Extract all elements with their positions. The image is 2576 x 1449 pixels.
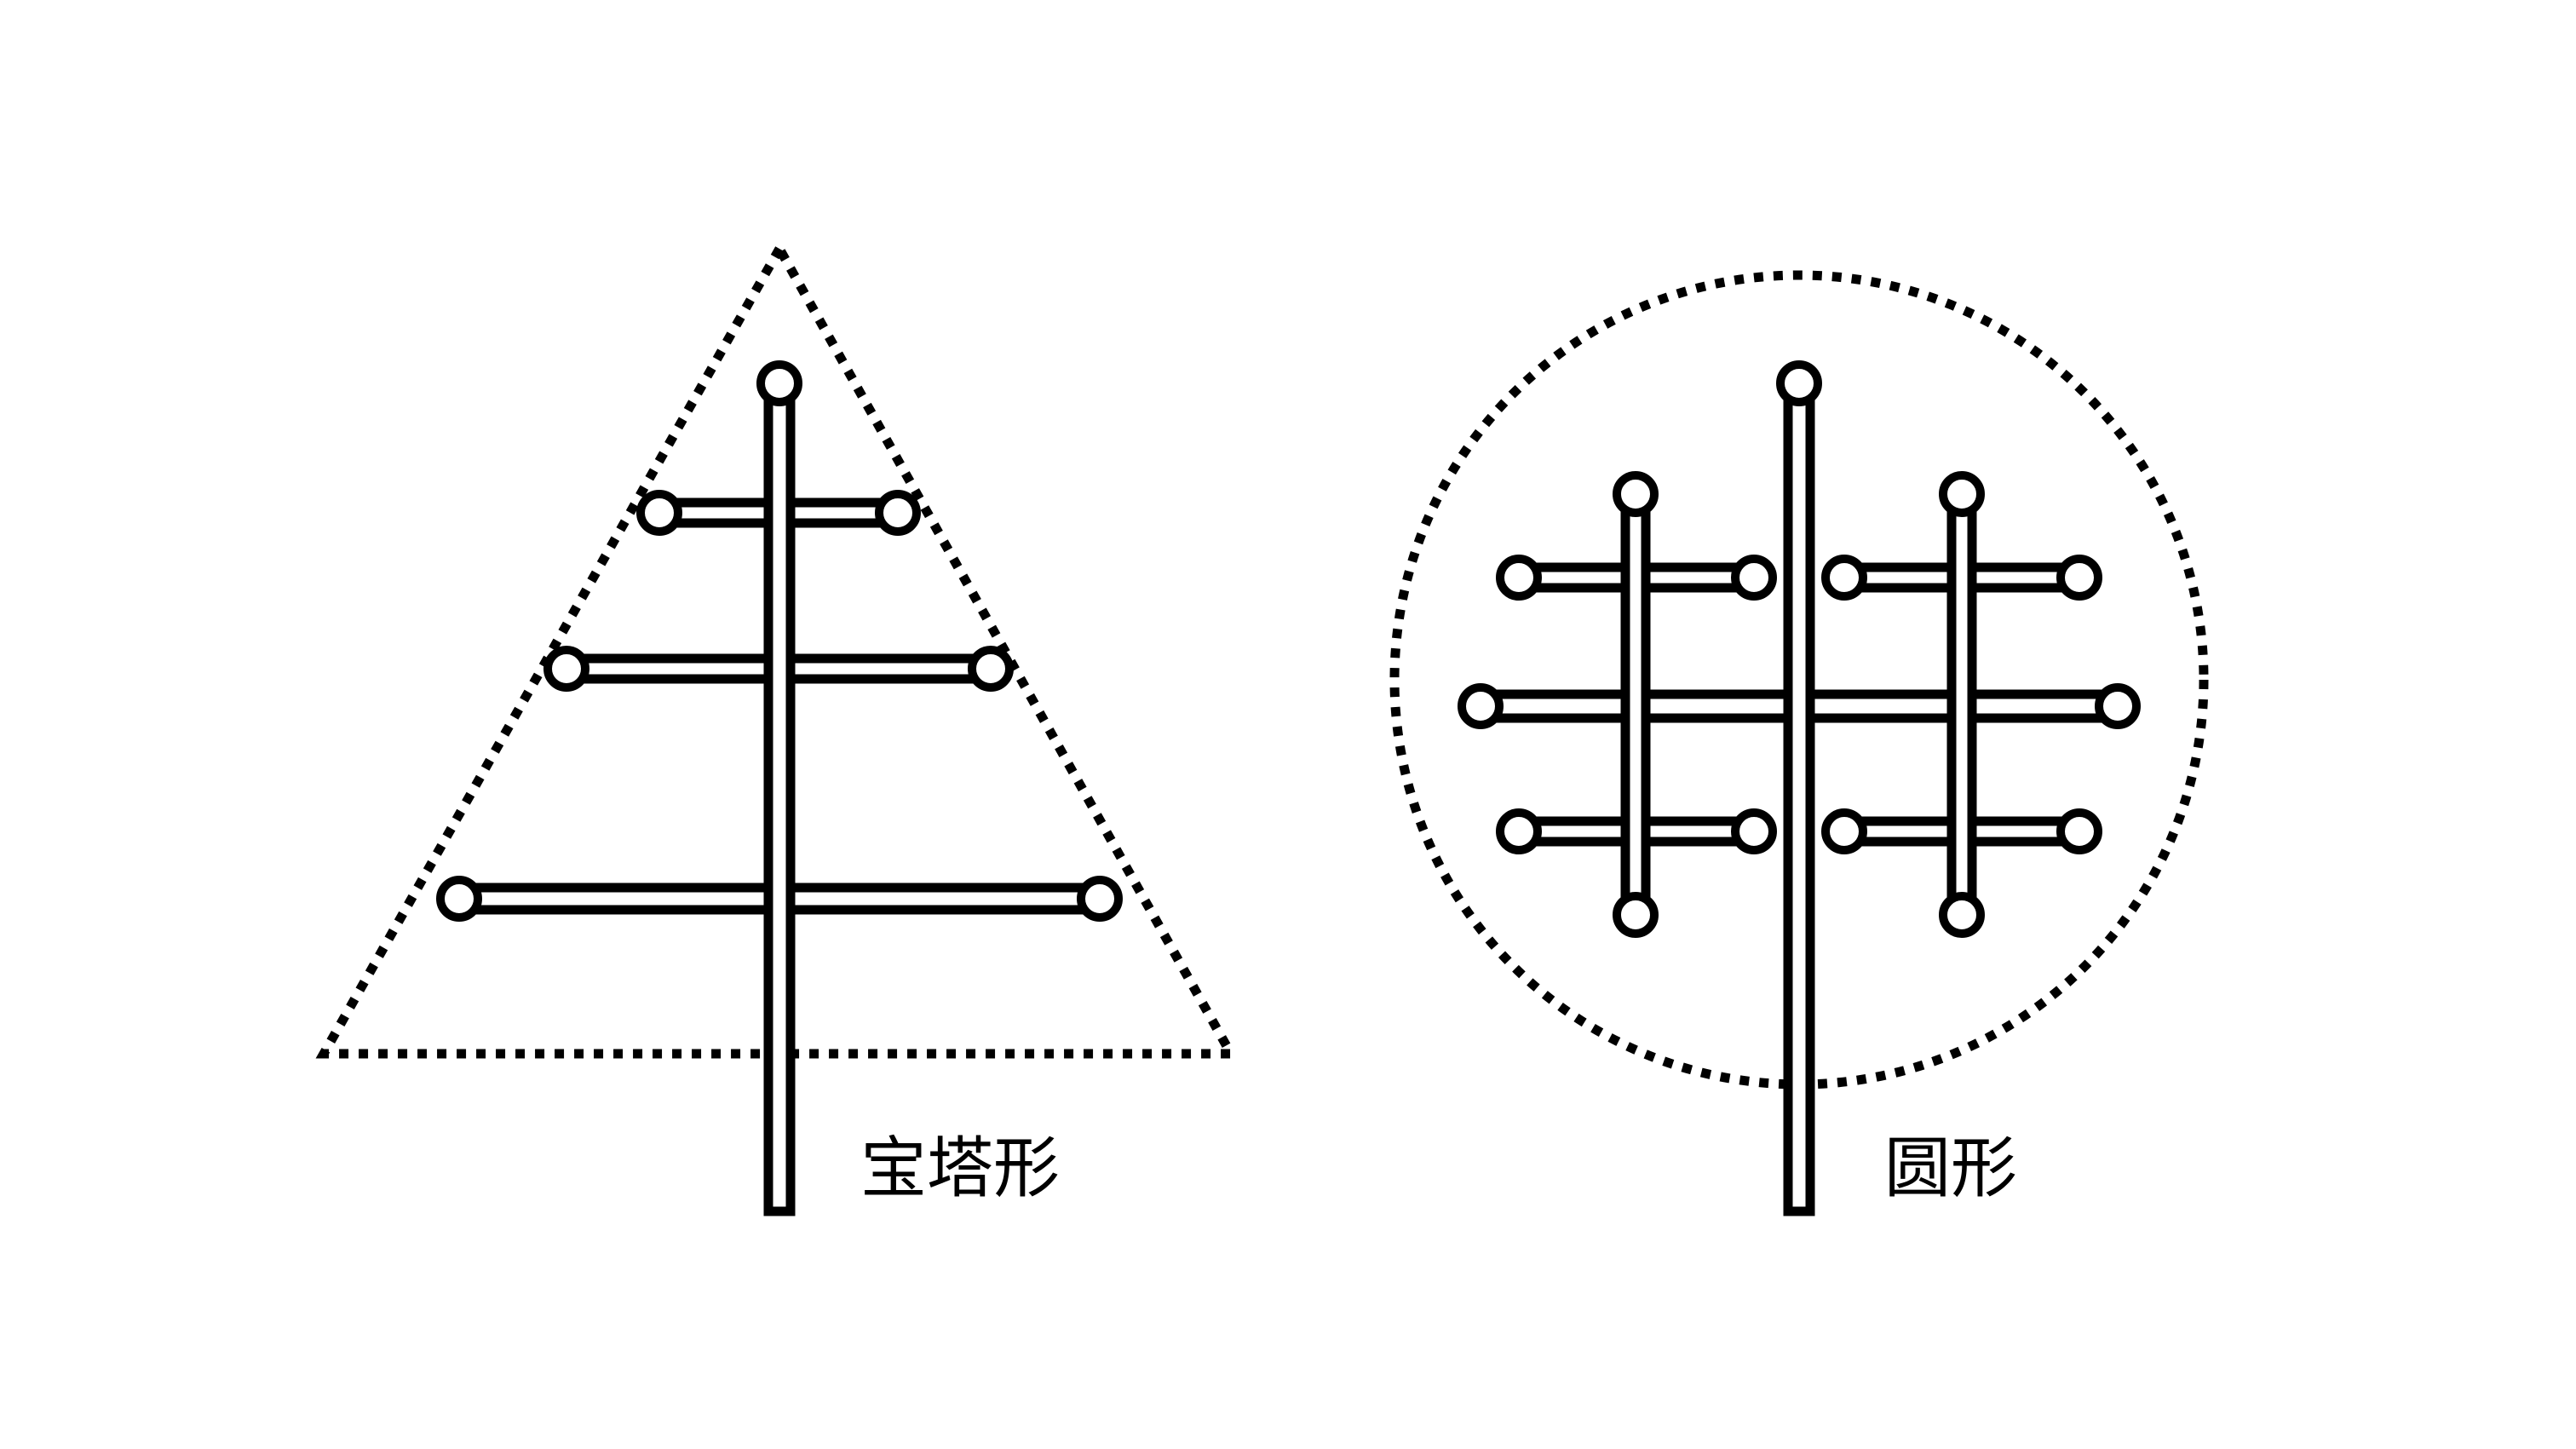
branch-tip-node xyxy=(1496,555,1542,601)
branch-tip-node xyxy=(1821,808,1867,854)
branch-tip-node xyxy=(1731,555,1777,601)
pagoda-trunk xyxy=(763,378,796,1216)
branch-tip-node xyxy=(543,646,589,692)
trunk-tip-node xyxy=(1776,360,1822,406)
branch-tip-node xyxy=(1496,808,1542,854)
branch-tip-node xyxy=(1613,471,1659,517)
pagoda-tree xyxy=(315,239,1239,1216)
branch-tip-node xyxy=(436,876,482,922)
branch-tip-node xyxy=(875,490,921,536)
branch-tip-node xyxy=(2056,555,2102,601)
round-left-lateral xyxy=(1496,471,1777,938)
round-tree xyxy=(1389,270,2209,1216)
round-right-lateral xyxy=(1821,471,2102,938)
branch-tip-node xyxy=(1613,892,1659,938)
branch-tip-node xyxy=(636,490,682,536)
branch-tip-node xyxy=(1939,892,1985,938)
branch-tip-node xyxy=(1731,808,1777,854)
branch-tip-node xyxy=(2056,808,2102,854)
branch-tip-node xyxy=(1458,683,1504,729)
branch-tip-node xyxy=(1821,555,1867,601)
branch-tip-node xyxy=(968,646,1014,692)
round-trunk xyxy=(1783,378,1815,1216)
trunk-tip-node xyxy=(756,360,802,406)
branch-tip-node xyxy=(1939,471,1985,517)
pagoda-shape-label: 宝塔形 xyxy=(860,1130,1061,1207)
branch-tip-node xyxy=(1077,876,1123,922)
branch-tip-node xyxy=(2095,683,2141,729)
round-shape-label: 圆形 xyxy=(1884,1130,2018,1207)
